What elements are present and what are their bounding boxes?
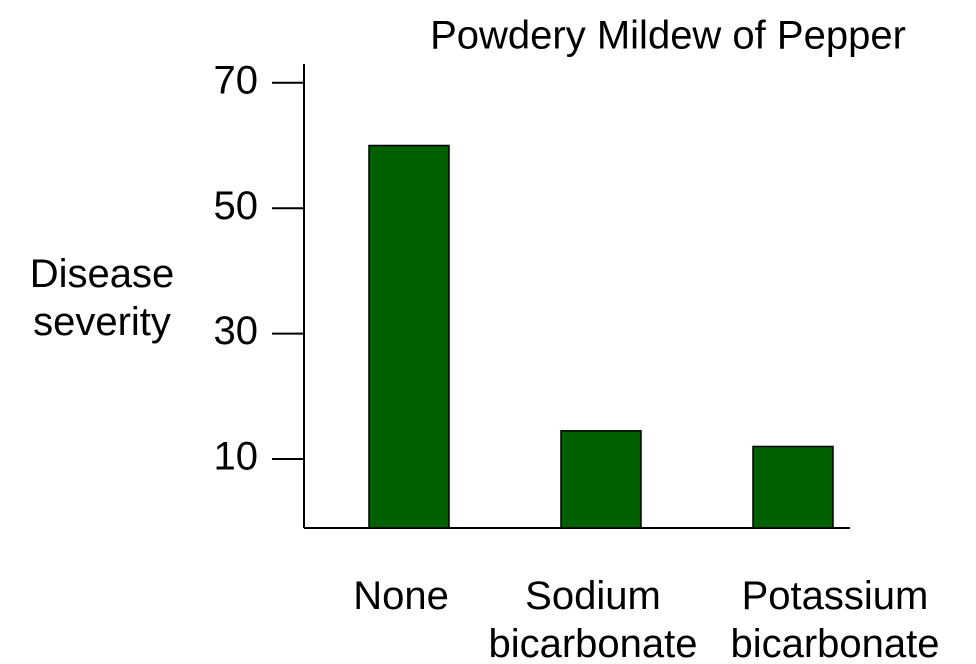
y-tick-label: 70: [214, 58, 259, 102]
x-tick-label: Sodium bicarbonate: [488, 574, 698, 664]
x-tick-label: None: [353, 574, 449, 618]
bar: [368, 144, 450, 529]
bar: [560, 430, 642, 529]
y-tick-label: 30: [214, 309, 259, 353]
y-tick-label: 10: [214, 435, 259, 479]
bar: [752, 445, 834, 529]
y-tick-label: 50: [214, 184, 259, 228]
chart-title: Powdery Mildew of Pepper: [430, 14, 906, 58]
x-tick-label: Potassium bicarbonate: [730, 574, 940, 664]
y-axis-label: Disease severity: [29, 252, 175, 344]
